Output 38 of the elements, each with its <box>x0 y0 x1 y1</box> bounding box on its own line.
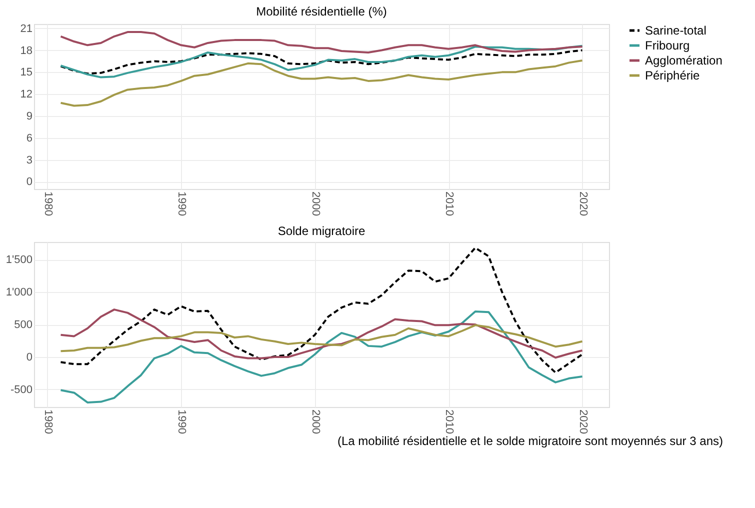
y-tick-label: 500 <box>14 319 32 331</box>
text: (La mobilité résidentielle et le solde migratoire sont moyennés sur 3 ans) <box>337 434 723 448</box>
y-tick-label: 1'000 <box>6 286 32 299</box>
chart-title: Solde migratoire <box>278 224 366 238</box>
x-tick-label: 1980 <box>42 410 54 434</box>
x-tick-label: 1980 <box>42 192 54 216</box>
y-tick-label: 15 <box>20 66 32 79</box>
y-tick-label: 0 <box>26 351 32 364</box>
line-series <box>60 246 584 374</box>
x-tick-label: 2010 <box>443 410 456 434</box>
line-series <box>60 60 584 107</box>
x-tick-label: 2010 <box>443 192 456 216</box>
y-tick-label: 18 <box>20 44 32 57</box>
line-series <box>60 49 584 75</box>
x-tick-label: 1990 <box>176 410 188 434</box>
line-series <box>60 308 584 360</box>
legend-label: Fribourg <box>645 38 690 52</box>
y-tick-label: 21 <box>20 22 32 35</box>
line-series <box>60 324 584 352</box>
legend-label: Agglomération <box>645 54 722 68</box>
legend-label: Sarine-total <box>645 24 706 38</box>
chart-title: Mobilité résidentielle (%) <box>256 4 387 18</box>
y-tick-label: 9 <box>26 110 32 122</box>
legend-label: Périphérie <box>645 68 700 82</box>
line-series <box>60 31 584 54</box>
y-tick-label: 1'500 <box>6 254 32 266</box>
x-tick-label: 2020 <box>576 192 589 216</box>
y-tick-label: 12 <box>20 88 32 101</box>
x-tick-label: 2000 <box>309 410 322 434</box>
line-series <box>60 44 584 78</box>
y-tick-label: 3 <box>26 154 32 166</box>
y-tick-label: 0 <box>26 176 32 188</box>
x-tick-label: 1990 <box>176 192 188 216</box>
x-tick-label: 2020 <box>576 410 589 434</box>
y-tick-label: -500 <box>10 384 32 396</box>
y-tick-label: 6 <box>26 132 32 144</box>
x-tick-label: 2000 <box>309 192 322 216</box>
line-series <box>60 310 584 404</box>
